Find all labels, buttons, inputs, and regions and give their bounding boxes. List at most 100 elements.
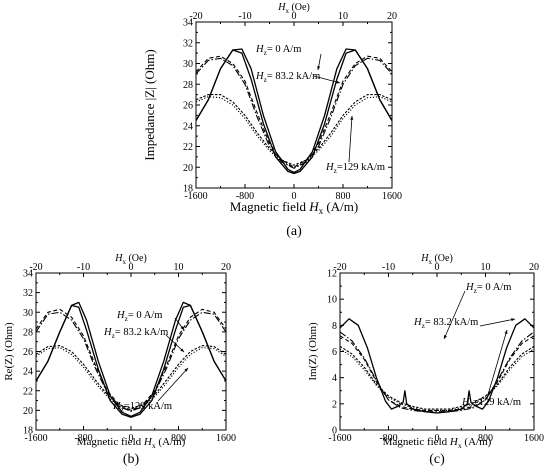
x-axis-title-rest: (A/m) [462,436,492,448]
x-tick-label: 1600 [216,433,236,444]
top-axis-title-var: H [114,253,123,264]
x-axis-title-prefix: Magnetic field [77,436,144,448]
y-tick-label: 28 [23,327,33,338]
annotation-label-2: Hz= 83.2 kA/m [413,317,478,330]
x-axis-title: Magnetic field Hx (A/m) [77,436,186,450]
series-line-3 [35,311,227,412]
y-tick-label: 34 [23,269,33,280]
series-line-2 [35,304,227,418]
annotation-label-2-rest: = 83.2 kA/m [115,327,168,338]
x-tick-label: 0 [129,433,134,444]
panel-label: (a) [286,224,302,239]
top-axis-title-rest: (Oe) [289,2,310,13]
x-tick-label: 0 [292,191,297,202]
x-tick-label: 1600 [382,191,402,202]
annotation-label-1-var: H [465,282,475,293]
y-tick-label: 30 [23,308,33,319]
series-line-4 [195,55,393,168]
x-axis-title-prefix: Magnetic field [230,199,309,214]
x-tick-label: -1600 [24,433,47,444]
x-tick-label: 1600 [524,433,544,444]
annotation-label-2: Hz= 83.2 kA/m [255,71,320,84]
top-tick-label: -10 [382,262,395,273]
y-tick-label: 18 [183,184,193,195]
chart-panel-2: -1600 -800 0 800 1600 -20 -10 0 10 20 18 20 22 24 26 28… [3,253,236,467]
y-tick-label: 20 [23,406,33,417]
series-line-4 [339,348,535,411]
x-axis-title-var: H [143,436,153,448]
x-axis-title-rest: (A/m) [156,436,186,448]
y-tick-label: 8 [332,321,337,332]
x-axis-title-var: H [449,436,459,448]
annotation-label-3: Hz=129 kA/m [325,162,385,175]
annotation-label-2-var: H [255,71,265,82]
top-tick-label: -10 [77,262,90,273]
annotation-arrowhead [317,66,321,70]
y-tick-label: 26 [183,101,193,112]
series-line-1 [195,48,393,174]
chart-panel-1: -1600 -800 0 800 1600 -20 -10 0 10 20 18 20 22 24 26 28… [142,2,402,239]
y-tick-label: 32 [183,38,193,49]
series-line-5 [339,345,535,410]
series-line-2 [339,331,535,413]
annotation-label-3-rest: =129 kA/m [473,397,521,408]
x-tick-label: -800 [236,191,254,202]
annotation-label-2-sub: z [264,75,268,84]
top-axis-title-var: H [277,2,286,13]
y-tick-label: 22 [23,386,33,397]
annotation-label-3-var: H [461,397,471,408]
y-tick-label: 30 [183,59,193,70]
annotation-label-2-var: H [413,317,423,328]
x-tick-label: 800 [171,433,186,444]
x-tick-label: 800 [478,433,493,444]
x-axis-title-prefix: Magnetic field [383,436,450,448]
top-axis-title-rest: (Oe) [126,253,147,264]
top-tick-label: 20 [221,262,231,273]
x-axis-title: Magnetic field Hx (A/m) [230,199,358,216]
annotation-label-2-var: H [103,327,113,338]
y-tick-label: 10 [327,295,337,306]
y-tick-label: 6 [332,347,337,358]
annotation-leader [486,329,508,399]
x-axis-title: Magnetic field Hx (A/m) [383,436,492,450]
top-axis-title: Hx (Oe) [114,253,147,266]
annotation-label-1: Hz= 0 A/m [465,282,511,295]
y-tick-label: 18 [23,426,33,437]
series-line-6 [35,345,227,409]
top-tick-label: -20 [333,262,346,273]
series-line-6 [195,94,393,166]
top-tick-label: -20 [189,11,202,22]
annotation-label-1-sub: z [474,286,478,295]
top-tick-label: 0 [129,262,134,273]
annotation-arrowhead [180,326,184,330]
y-axis-title: Re(Z) (Ohm) [3,322,15,381]
annotation-label-3-sub: z [121,405,125,414]
annotation-arrowhead [184,368,188,372]
top-tick-label: -10 [238,11,251,22]
y-tick-label: 26 [23,347,33,358]
y-tick-label: 34 [183,18,193,29]
annotation-arrowhead [336,80,340,84]
top-axis-title-sub: x [122,258,126,266]
panel-label: (b) [123,452,140,467]
y-axis-title: Im(Z) (Ohm) [307,322,319,381]
annotation-label-3-var: H [325,162,335,173]
top-axis-title-rest: (Oe) [432,253,453,264]
annotation-label-2-rest: = 83.2 kA/m [267,71,320,82]
y-tick-label: 4 [332,373,337,384]
x-axis-title-rest: (A/m) [323,199,358,214]
x-tick-label: -800 [74,433,92,444]
annotation-leader [165,334,185,353]
y-tick-label: 28 [183,80,193,91]
top-tick-label: 0 [435,262,440,273]
series-line-5 [195,96,393,168]
y-tick-label: 20 [183,163,193,174]
annotation-label-1-rest: = 0 A/m [128,310,163,321]
annotation-label-1-var: H [255,44,265,55]
annotation-leader [479,318,516,327]
top-axis-title-var: H [420,253,429,264]
annotation-label-2-sub: z [112,331,116,340]
y-tick-label: 22 [183,142,193,153]
x-axis-title-sub: x [458,441,462,450]
